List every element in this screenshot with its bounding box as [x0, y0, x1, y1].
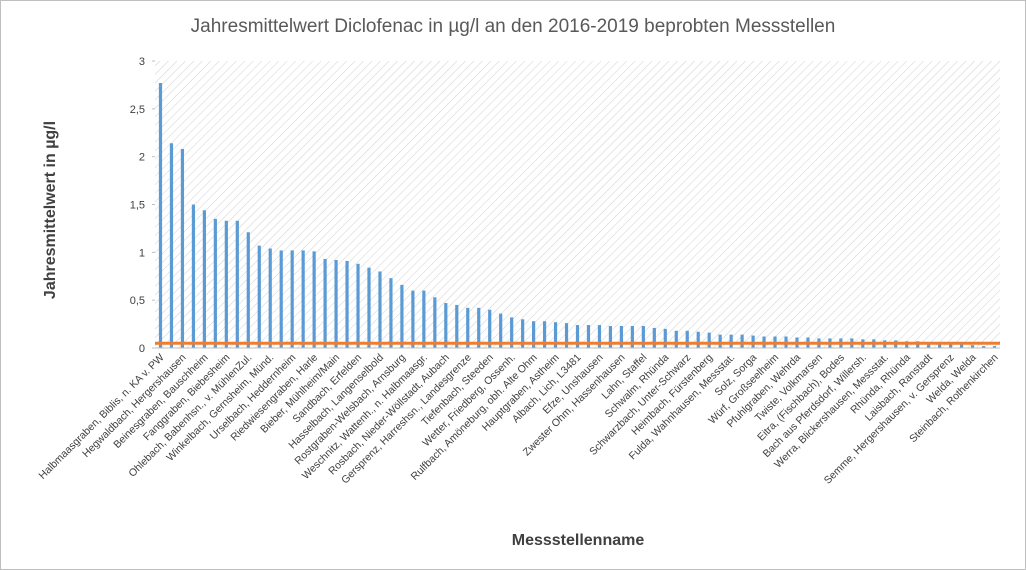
bar	[180, 149, 185, 348]
bar	[213, 218, 217, 348]
bar	[608, 325, 613, 348]
bar	[356, 263, 360, 348]
bar	[729, 334, 733, 348]
bar	[290, 250, 294, 348]
bar	[949, 343, 953, 348]
bar	[575, 325, 580, 348]
chart-title: Jahresmittelwert Diclofenac in µg/l an d…	[191, 16, 836, 37]
bar	[532, 321, 536, 348]
bar	[597, 325, 602, 348]
bar	[169, 143, 174, 348]
bar	[301, 250, 305, 348]
bar	[268, 248, 272, 348]
bar	[444, 303, 448, 348]
bar	[312, 251, 316, 348]
bar	[663, 328, 667, 348]
bar	[224, 220, 228, 348]
bar	[521, 319, 525, 348]
bar	[740, 334, 744, 348]
bar	[696, 331, 700, 348]
bar	[685, 330, 689, 348]
y-tick-label: 1,5	[130, 200, 145, 212]
plot-area	[155, 61, 1000, 348]
y-tick-label: 2	[139, 152, 145, 164]
bar	[455, 304, 459, 348]
bar	[938, 342, 942, 348]
bar	[389, 278, 393, 348]
bar	[345, 260, 349, 348]
x-axis-label: Messstellenname	[512, 532, 645, 549]
y-tick-label: 0	[139, 343, 145, 355]
bar	[202, 210, 206, 348]
bar	[433, 297, 437, 348]
bar	[422, 290, 426, 348]
bar	[191, 204, 196, 348]
bar	[959, 344, 964, 348]
bar	[235, 220, 239, 348]
bar	[367, 267, 371, 348]
bar	[323, 259, 327, 348]
bar	[158, 83, 163, 349]
bar	[279, 250, 283, 348]
bar	[718, 334, 722, 348]
bar	[477, 307, 481, 348]
bar	[488, 309, 492, 348]
bar	[641, 325, 645, 348]
bar	[499, 313, 503, 348]
y-tick-label: 3	[139, 56, 145, 68]
bar	[619, 325, 623, 348]
bar	[970, 345, 975, 348]
bar	[927, 342, 931, 348]
bar	[586, 325, 591, 348]
y-axis-label: Jahresmittelwert in µg/l	[42, 121, 59, 299]
bar	[466, 307, 470, 348]
bar	[510, 317, 514, 348]
bar	[707, 332, 711, 348]
bar	[674, 330, 678, 348]
bar	[542, 321, 547, 348]
bar	[246, 232, 250, 348]
bar	[411, 290, 415, 348]
bar	[630, 325, 634, 348]
y-tick-label: 2,5	[130, 104, 145, 116]
bar	[981, 346, 986, 348]
y-tick-label: 0,5	[130, 295, 145, 307]
bar	[334, 259, 338, 348]
bar	[992, 346, 997, 348]
bar	[652, 327, 656, 348]
y-tick-label: 1	[139, 247, 145, 259]
bar	[553, 322, 558, 348]
bar	[400, 284, 404, 348]
bar	[257, 245, 261, 348]
bar	[378, 271, 382, 348]
bar	[564, 323, 569, 348]
